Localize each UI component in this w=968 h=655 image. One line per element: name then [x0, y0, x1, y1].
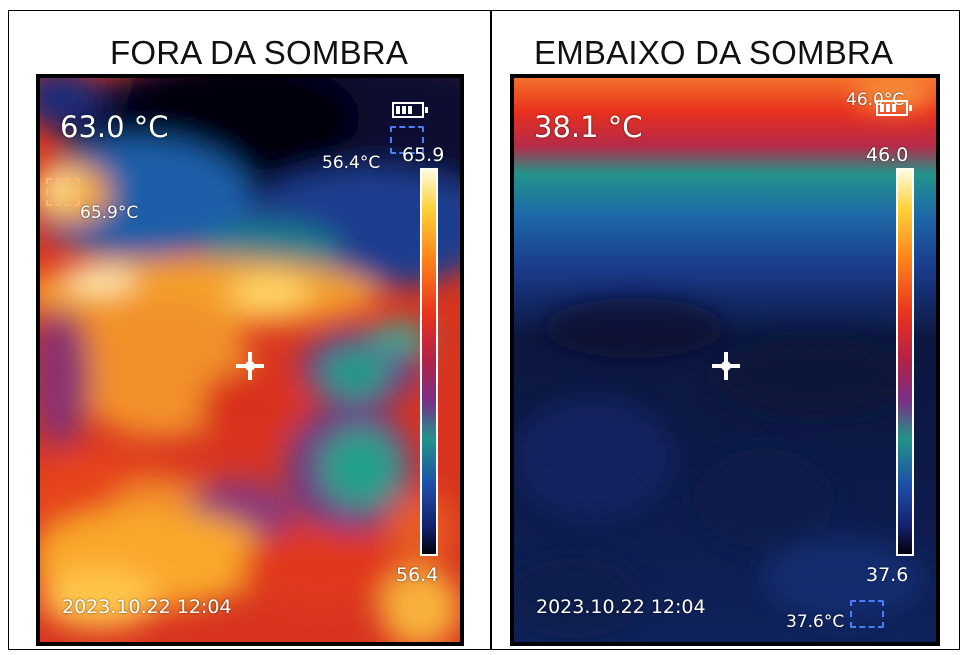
figure-frame	[8, 10, 960, 650]
center-temperature: 38.1 °C	[534, 110, 643, 144]
min-spot-label: 37.6°C	[786, 612, 845, 632]
scale-min-label: 56.4	[396, 564, 439, 586]
panel-divider	[490, 10, 492, 650]
crosshair-icon	[712, 352, 740, 380]
center-temperature: 63.0 °C	[60, 110, 169, 144]
timestamp: 2023.10.22 12:04	[62, 596, 232, 618]
temperature-scale-bar	[420, 168, 438, 556]
crosshair-icon	[236, 352, 264, 380]
min-spot-marker	[850, 600, 884, 628]
temperature-scale-bar	[896, 168, 914, 556]
timestamp: 2023.10.22 12:04	[536, 596, 706, 618]
thermal-heatmap-sun	[40, 78, 460, 642]
scale-min-label: 37.6	[866, 564, 909, 586]
battery-icon	[876, 100, 912, 116]
right-caption: EMBAIXO DA SOMBRA	[534, 34, 894, 71]
max-spot-marker	[46, 178, 80, 206]
thermal-image-sun: 63.0 °C 65.9°C 56.4°C 65.9 56.4 2023.10.…	[36, 74, 464, 646]
min-spot-marker	[390, 126, 424, 154]
max-spot-label: 65.9°C	[80, 203, 139, 223]
scale-max-label: 46.0	[866, 144, 909, 166]
battery-icon	[392, 102, 428, 118]
left-caption: FORA DA SOMBRA	[110, 34, 409, 71]
thermal-image-shade: 38.1 °C 46.0°C 46.0 37.6 2023.10.22 12:0…	[510, 74, 940, 646]
scale-max-label: 65.9	[402, 144, 445, 166]
min-spot-label: 56.4°C	[322, 153, 381, 173]
